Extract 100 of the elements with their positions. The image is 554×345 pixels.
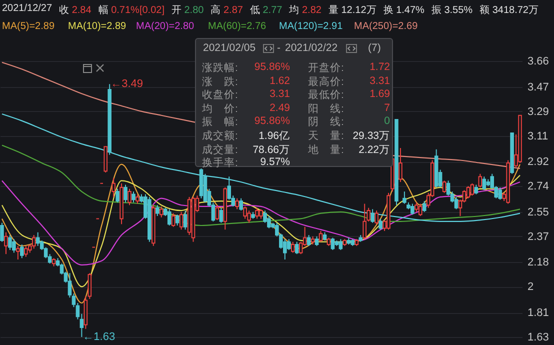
annotation: 涨跌幅: xyxy=(202,61,238,75)
text: MA(5)=2.89 xyxy=(2,21,55,32)
annotation: 最高价: xyxy=(308,74,344,89)
text: MA(60)=2.76 xyxy=(208,21,266,32)
y-tick-label: 1.81 xyxy=(528,307,549,320)
candlestick xyxy=(338,238,343,250)
text: 幅 0.71%[0.02] xyxy=(98,5,164,16)
candlestick xyxy=(12,238,16,254)
y-tick-label: 2 xyxy=(528,281,534,294)
candlestick xyxy=(410,203,414,216)
text: (7) xyxy=(368,42,381,54)
candlestick xyxy=(124,184,128,203)
text: 2021/02/22 xyxy=(285,42,338,54)
candlestick xyxy=(414,202,418,212)
text: 低 2.77 xyxy=(250,5,282,16)
annotation: 7 xyxy=(384,102,390,114)
candlestick xyxy=(498,186,502,200)
candlestick xyxy=(478,173,482,188)
annotation: 3.31 xyxy=(270,88,290,100)
candlestick xyxy=(0,222,4,242)
annotation: 2.22万 xyxy=(358,142,390,157)
y-tick-label: 3.47 xyxy=(528,81,549,94)
annotation: 1.69 xyxy=(370,88,390,100)
annotation: 成交量: xyxy=(202,142,238,157)
text: MA(20)=2.80 xyxy=(136,21,194,32)
candlestick xyxy=(290,241,295,254)
candlestick xyxy=(183,210,188,230)
text: 振 3.55% xyxy=(431,5,473,16)
candlestick xyxy=(374,210,378,225)
annotation: 收盘价: xyxy=(202,88,238,102)
annotation: 最低价: xyxy=(308,88,344,102)
text: MA(10)=2.89 xyxy=(68,21,126,32)
text: 开 2.80 xyxy=(171,5,204,16)
text: - xyxy=(277,42,280,54)
text: 收 2.84 xyxy=(59,5,92,16)
candlestick xyxy=(442,180,446,194)
text: 额 3418.72万 xyxy=(480,5,538,16)
annotation: 95.86% xyxy=(254,61,290,73)
candlestick xyxy=(179,211,184,230)
text: 高 2.87 xyxy=(210,5,243,16)
candlestick xyxy=(482,176,486,191)
annotation: 开盘价: xyxy=(308,61,344,75)
text: 均 2.82 xyxy=(289,5,322,16)
candlestick xyxy=(175,214,180,226)
annotation: 2.49 xyxy=(270,102,290,114)
candlestick xyxy=(287,238,291,250)
text: 2021/12/27 xyxy=(2,3,52,16)
candlestick xyxy=(20,244,24,259)
candlestick xyxy=(255,207,259,220)
y-tick-label: 3.11 xyxy=(528,130,548,142)
annotation: 均 价: xyxy=(202,102,238,116)
text: 量 12.12万 xyxy=(328,5,376,16)
candlestick xyxy=(470,182,474,196)
annotation: 振 幅: xyxy=(202,115,238,130)
annotation: ←1.63 xyxy=(82,331,116,343)
annotation: 成交额: xyxy=(202,129,238,143)
candlestick xyxy=(36,232,40,246)
candlestick xyxy=(171,212,176,228)
annotation: 涨 跌: xyxy=(202,74,238,89)
line-series xyxy=(1,180,521,266)
annotation: 天 量: xyxy=(308,129,344,143)
y-tick-label: 2.18 xyxy=(528,256,549,269)
candlestick xyxy=(4,232,8,255)
candlestick xyxy=(422,200,426,212)
annotation: 阴 线: xyxy=(308,115,344,130)
annotation: 地 量: xyxy=(308,142,344,157)
candlestick xyxy=(247,210,251,224)
y-tick-label: 1.63 xyxy=(528,332,549,344)
annotation: 0 xyxy=(384,115,390,128)
candlestick xyxy=(318,230,323,242)
candlestick xyxy=(259,208,263,220)
annotation: 3.31 xyxy=(370,74,390,87)
candlestick xyxy=(306,234,311,246)
candlestick xyxy=(362,203,366,240)
candlestick xyxy=(24,245,28,258)
candlestick xyxy=(16,245,20,260)
annotation: 95.86% xyxy=(254,115,290,128)
candlestick xyxy=(235,198,239,210)
y-tick-label: 3.29 xyxy=(528,106,549,118)
annotation: 29.33万 xyxy=(352,129,390,143)
annotation: 1.72 xyxy=(370,61,390,73)
candlestick xyxy=(466,186,470,199)
annotation: 换手率: xyxy=(202,156,238,170)
text: MA(120)=2.91 xyxy=(279,21,343,32)
y-tick-label: 3.66 xyxy=(528,56,549,68)
annotation: 1.62 xyxy=(270,74,290,87)
annotation: ←3.49 xyxy=(110,78,143,90)
candlestick xyxy=(128,188,132,206)
y-tick-label: 2.74 xyxy=(528,180,549,193)
text: MA(250)=2.69 xyxy=(354,21,418,32)
candlestick xyxy=(314,236,319,246)
candlestick xyxy=(298,241,303,255)
candlestick xyxy=(398,148,402,183)
candlestick xyxy=(294,241,299,255)
annotation: 1.96亿 xyxy=(258,129,290,143)
candlestick xyxy=(378,218,382,230)
candlestick xyxy=(156,204,160,216)
annotation: 阳 线: xyxy=(308,102,344,116)
text: 2021/02/05 xyxy=(203,42,256,54)
candlestick xyxy=(136,194,140,204)
